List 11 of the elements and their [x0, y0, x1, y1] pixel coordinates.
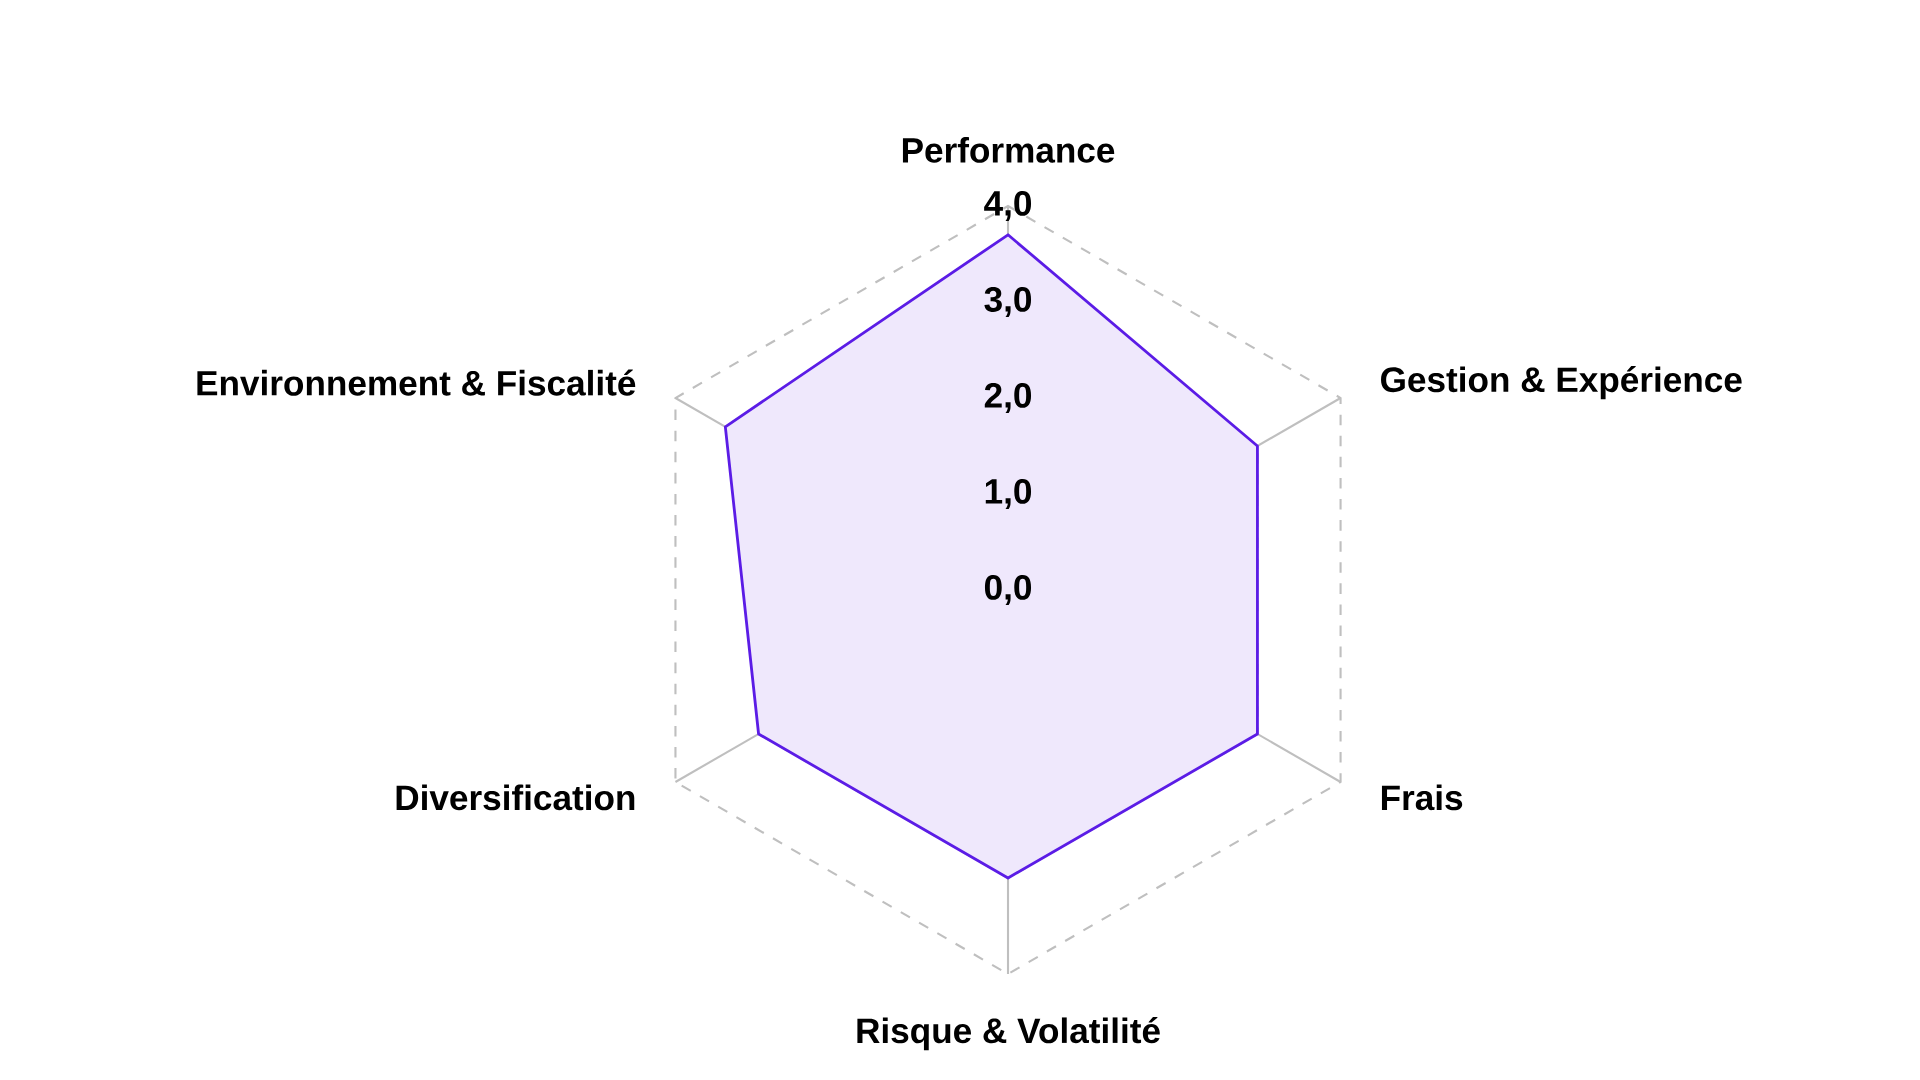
y-tick-label: 0,0: [984, 575, 1032, 605]
spoke-label: Environnement & Fiscalité: [197, 369, 636, 396]
spoke-label: Risque & Volatilité: [857, 1017, 1160, 1051]
y-tick-label: 2,0: [984, 383, 1032, 413]
y-tick-label: 3,0: [984, 287, 1032, 317]
spoke-label: Performance: [902, 137, 1115, 163]
y-tick-label: 4,0: [984, 191, 1032, 221]
spoke-label: Gestion & Expérience: [1381, 366, 1742, 400]
spoke-label: Frais: [1381, 784, 1463, 811]
spoke-label: Diversification: [396, 784, 635, 811]
y-tick-label: 1,0: [985, 479, 1032, 509]
